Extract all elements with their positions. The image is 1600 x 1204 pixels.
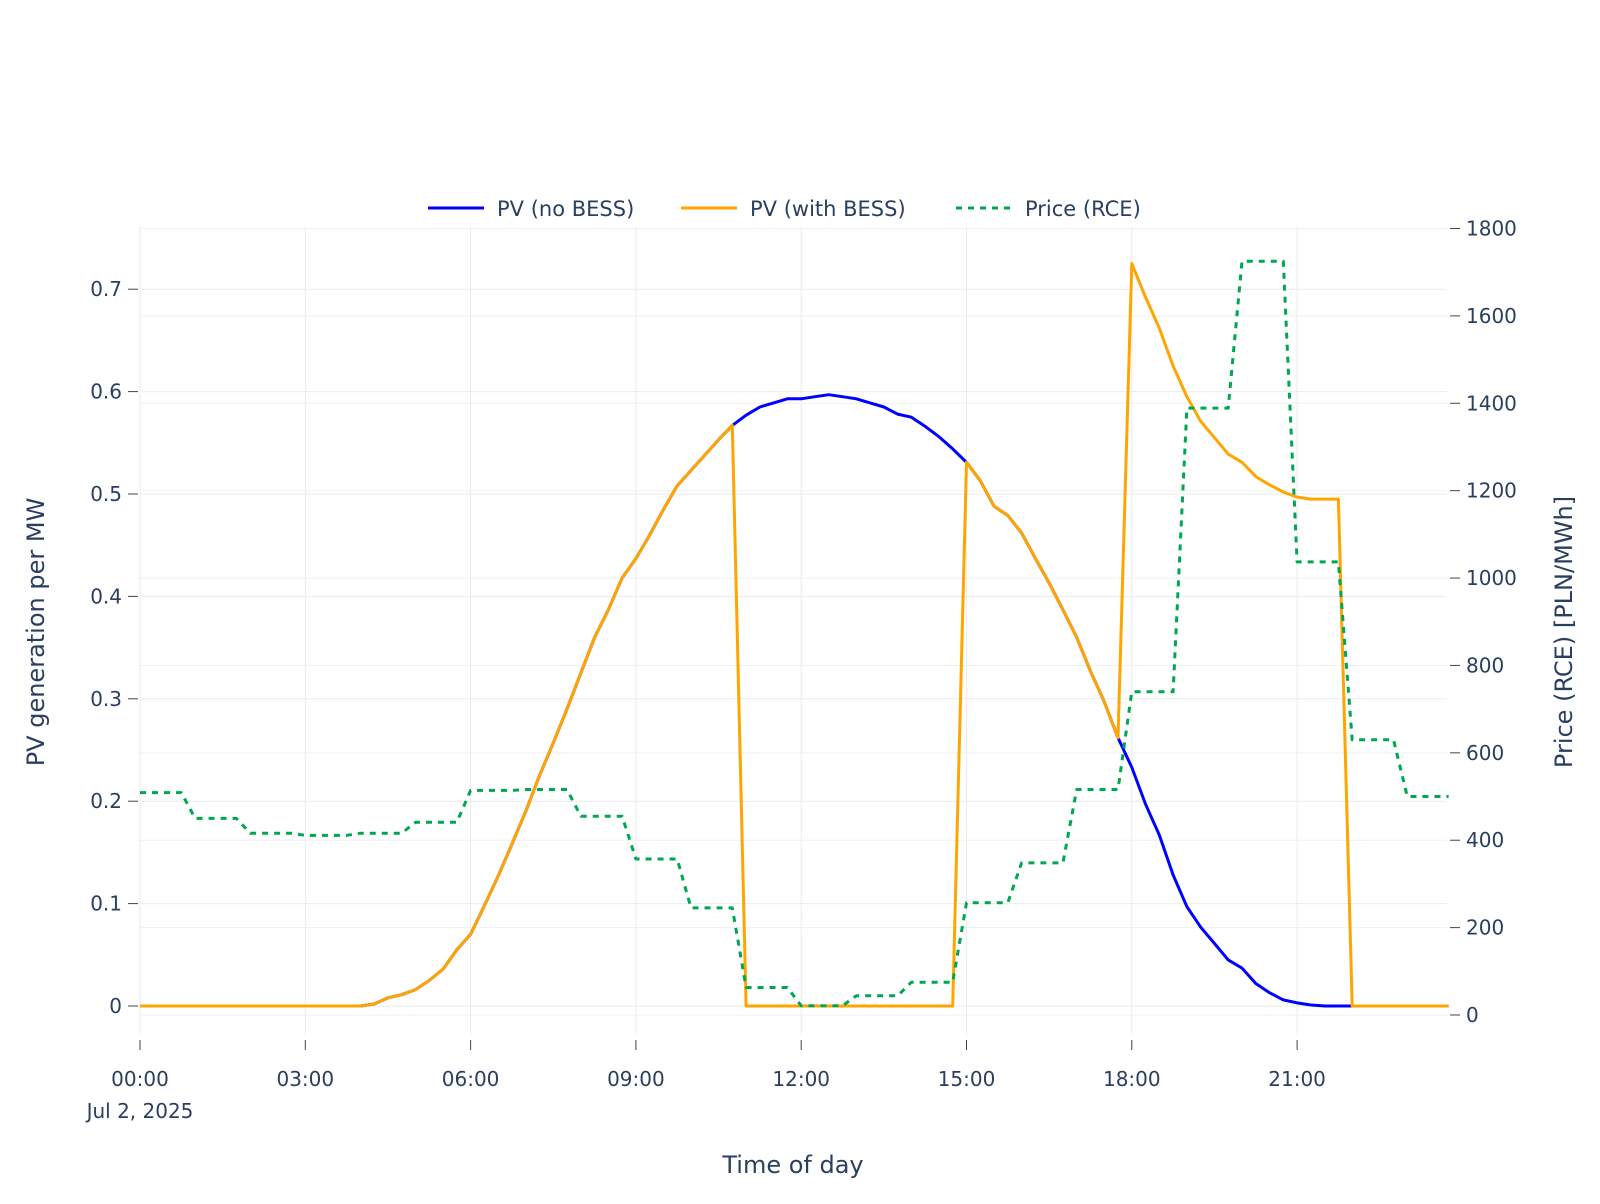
y-tick-label: 0.5 <box>90 482 122 506</box>
x-tick-label: 21:00 <box>1268 1067 1326 1091</box>
y-tick-label: 0 <box>109 994 122 1018</box>
x-tick-label: 12:00 <box>772 1067 830 1091</box>
y-tick-label: 0.1 <box>90 892 122 916</box>
legend-label: PV (with BESS) <box>750 197 906 221</box>
x-tick-label: 03:00 <box>276 1067 334 1091</box>
y2-tick-label: 1400 <box>1466 391 1517 415</box>
y2-tick-label: 1800 <box>1466 217 1517 241</box>
y2-axis-title: Price (RCE) [PLN/MWh] <box>1550 496 1578 768</box>
legend[interactable]: PV (no BESS) PV (with BESS) Price (RCE) <box>428 197 1141 221</box>
x-tick-label: 09:00 <box>607 1067 665 1091</box>
y-axis-title: PV generation per MW <box>22 498 50 767</box>
x-tick-label: 18:00 <box>1103 1067 1161 1091</box>
x-tick-label: 00:00 <box>111 1067 169 1091</box>
y-tick-label: 0.6 <box>90 380 122 404</box>
legend-label: Price (RCE) <box>1025 197 1141 221</box>
legend-item[interactable]: PV (no BESS) <box>428 197 634 221</box>
axes: 00:00 03:00 06:00 09:00 12:00 15:00 18:00 21:00… <box>90 217 1517 1092</box>
y-tick-label: 0.4 <box>90 584 122 608</box>
y2-tick-label: 1000 <box>1466 566 1517 590</box>
series-layer <box>140 259 1449 1008</box>
x-tick-label: 15:00 <box>938 1067 996 1091</box>
y2-tick-label: 400 <box>1466 828 1504 852</box>
y-tick-label: 0.7 <box>90 277 122 301</box>
y2-tick-label: 0 <box>1466 1003 1479 1027</box>
y-tick-label: 0.3 <box>90 687 122 711</box>
x-date-label: Jul 2, 2025 <box>85 1099 194 1123</box>
gridlines <box>139 226 1447 1035</box>
series-line-pv-no-bess <box>140 393 1449 1008</box>
series-line-pv-with-bess <box>140 262 1449 1008</box>
y-tick-label: 0.2 <box>90 789 122 813</box>
x-tick-label: 06:00 <box>442 1067 500 1091</box>
x-axis-title: Time of day <box>721 1151 863 1179</box>
y2-tick-label: 200 <box>1466 916 1504 940</box>
y2-tick-label: 600 <box>1466 741 1504 765</box>
legend-item[interactable]: PV (with BESS) <box>681 197 906 221</box>
y2-tick-label: 1200 <box>1466 479 1517 503</box>
series-line-price-rce <box>140 259 1449 1008</box>
legend-item[interactable]: Price (RCE) <box>956 197 1141 221</box>
legend-label: PV (no BESS) <box>497 197 634 221</box>
y2-tick-label: 800 <box>1466 653 1504 677</box>
y2-tick-label: 1600 <box>1466 304 1517 328</box>
